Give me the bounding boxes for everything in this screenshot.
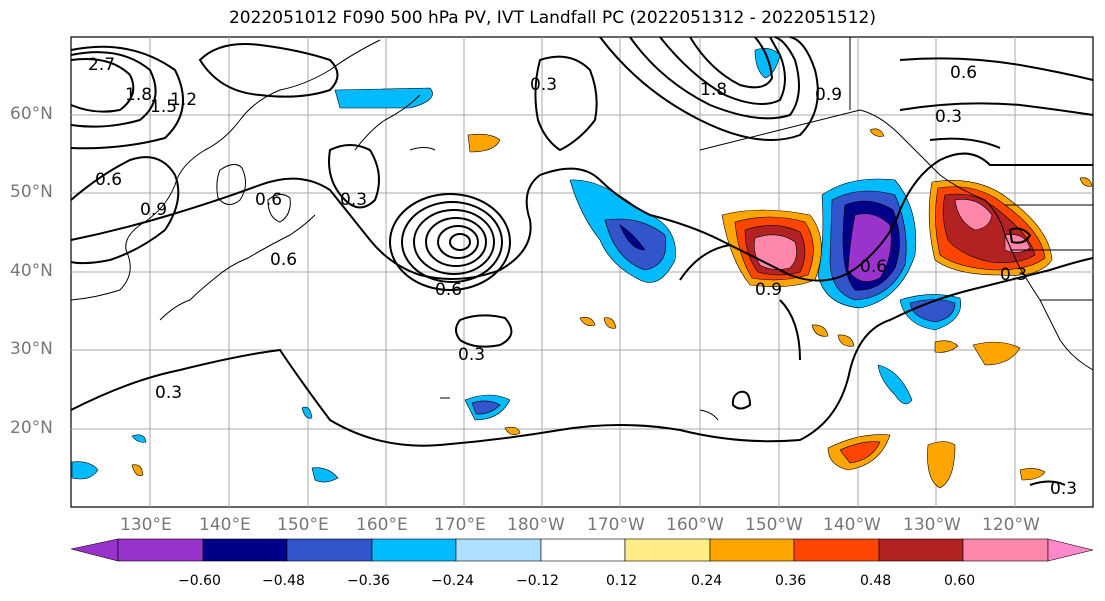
contour-label: 0.3 bbox=[1050, 479, 1077, 499]
colorbar bbox=[70, 538, 1094, 562]
colorbar-tick-label: 0.60 bbox=[944, 573, 976, 589]
pv-contours bbox=[70, 36, 1094, 486]
contour-label: 0.6 bbox=[255, 190, 282, 210]
lon-label: 160°W bbox=[666, 515, 724, 535]
contour-label: 0.6 bbox=[435, 280, 462, 300]
contour-label: 0.3 bbox=[935, 107, 962, 127]
colorbar-tick-label: −0.48 bbox=[262, 573, 305, 589]
lon-label: 140°E bbox=[199, 515, 251, 535]
colorbar-tick-label: −0.12 bbox=[516, 573, 559, 589]
lon-label: 120°W bbox=[982, 515, 1040, 535]
colorbar-tick-label: 0.48 bbox=[860, 573, 892, 589]
contour-label: 0.9 bbox=[815, 85, 842, 105]
contour-label: 2.7 bbox=[88, 55, 115, 75]
colorbar-tick-label: 0.12 bbox=[606, 573, 638, 589]
lon-label: 150°E bbox=[277, 515, 329, 535]
map-title: 2022051012 F090 500 hPa PV, IVT Landfall… bbox=[228, 8, 876, 28]
contour-label: 0.3 bbox=[458, 345, 485, 365]
lon-label: 150°W bbox=[745, 515, 803, 535]
colorbar-extend-low bbox=[70, 538, 119, 562]
colorbar-tick-label: 0.36 bbox=[775, 573, 807, 589]
colorbar-tick-label: −0.36 bbox=[347, 573, 390, 589]
colorbar-tick-label: −0.60 bbox=[178, 573, 221, 589]
contour-label: 0.3 bbox=[155, 383, 182, 403]
contour-label: 1.5 bbox=[150, 97, 177, 117]
coastlines bbox=[70, 37, 1094, 421]
contour-label: 0.3 bbox=[1000, 265, 1027, 285]
contour-label: 0.9 bbox=[755, 280, 782, 300]
lat-label: 60°N bbox=[10, 104, 53, 124]
lat-label: 40°N bbox=[10, 261, 53, 281]
contour-label: 0.3 bbox=[530, 75, 557, 95]
lon-label: 180°W bbox=[507, 515, 565, 535]
contour-label-group: 0.3 0.3 0.3 0.3 0.3 0.3 0.3 0.6 0.6 0.6 … bbox=[88, 55, 1077, 499]
gridlines bbox=[71, 37, 1093, 507]
lat-label: 20°N bbox=[10, 418, 53, 438]
lon-label: 130°E bbox=[120, 515, 172, 535]
blob-neg-3 bbox=[334, 87, 433, 109]
lon-label: 140°W bbox=[823, 515, 881, 535]
contour-label: 0.3 bbox=[340, 190, 367, 210]
contour-label: 1.8 bbox=[700, 80, 727, 100]
colorbar-tick-label: 0.24 bbox=[691, 573, 723, 589]
contour-label: 1.8 bbox=[125, 85, 152, 105]
contour-label: 0.9 bbox=[140, 200, 167, 220]
contour-label: 0.6 bbox=[270, 250, 297, 270]
lon-label: 130°W bbox=[903, 515, 961, 535]
lon-label: 160°E bbox=[356, 515, 408, 535]
lon-label: 170°W bbox=[587, 515, 645, 535]
contour-label: 0.6 bbox=[950, 63, 977, 83]
contour-label: 0.6 bbox=[95, 170, 122, 190]
colorbar-extend-high bbox=[1047, 538, 1094, 562]
colorbar-tick-label: −0.24 bbox=[431, 573, 474, 589]
contour-label: 1.2 bbox=[170, 90, 197, 110]
lat-label: 30°N bbox=[10, 339, 53, 359]
lon-label: 170°E bbox=[434, 515, 486, 535]
lat-label: 50°N bbox=[10, 182, 53, 202]
contour-label: 0.6 bbox=[860, 257, 887, 277]
